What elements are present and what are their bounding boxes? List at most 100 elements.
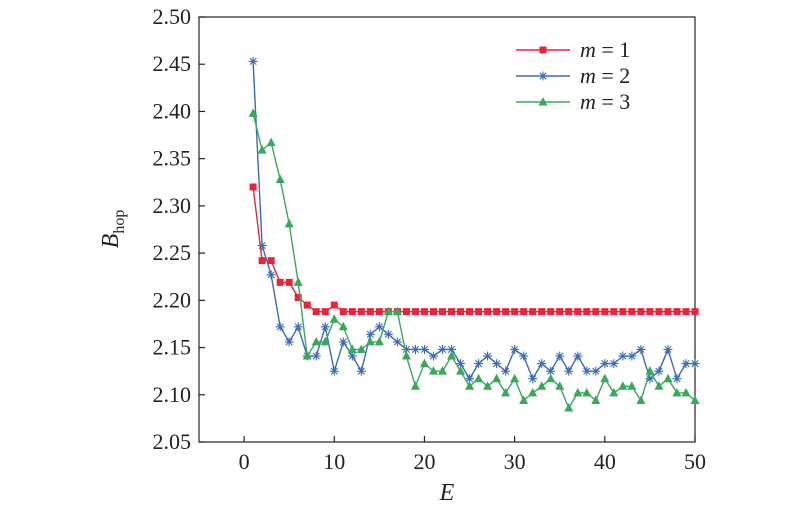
legend-label-var: m (580, 37, 596, 62)
data-point (465, 381, 475, 390)
legend-label-rest: = 3 (596, 89, 630, 114)
data-point (348, 308, 356, 316)
data-point (619, 308, 627, 316)
y-tick-label: 2.10 (153, 382, 192, 407)
data-point (320, 336, 330, 346)
y-axis-title-subscript: hop (111, 210, 128, 234)
data-point (510, 373, 520, 383)
data-point (565, 308, 573, 316)
data-point (465, 374, 475, 384)
data-point (365, 336, 375, 346)
data-point (456, 366, 466, 375)
data-point (357, 308, 365, 316)
data-point (672, 374, 682, 384)
data-point (374, 336, 384, 346)
x-tick-label: 30 (504, 449, 526, 474)
data-point (321, 308, 329, 316)
plot-frame (198, 16, 696, 443)
data-point (429, 308, 437, 316)
data-point (574, 308, 582, 316)
data-point (537, 359, 547, 369)
data-point (330, 301, 338, 309)
data-point (592, 308, 600, 316)
data-point (546, 366, 556, 376)
data-point (610, 308, 618, 316)
data-point (303, 301, 311, 309)
data-point (645, 374, 655, 384)
data-point (311, 351, 321, 361)
data-point (582, 366, 592, 376)
legend-label-var: m (580, 89, 596, 114)
data-point (447, 351, 457, 360)
data-point (284, 337, 294, 347)
data-point (320, 322, 330, 332)
legend: m = 1m = 2m = 3 (516, 37, 630, 114)
data-point (266, 137, 276, 147)
data-point (663, 344, 673, 354)
data-point (673, 308, 681, 316)
data-point (664, 308, 672, 316)
data-point (484, 308, 492, 316)
data-point (447, 344, 457, 354)
data-point (410, 344, 420, 354)
data-point (410, 381, 420, 390)
data-point (672, 387, 682, 397)
data-point (483, 351, 493, 361)
data-point (654, 366, 664, 376)
y-tick-label: 2.20 (153, 287, 192, 312)
data-point (457, 308, 465, 316)
x-tick-label: 20 (413, 449, 435, 474)
data-point (555, 381, 565, 390)
series-line (252, 113, 696, 410)
series (248, 56, 700, 412)
y-tick-label: 2.50 (153, 4, 192, 29)
data-point (375, 308, 383, 316)
data-point (466, 308, 474, 316)
data-point (428, 366, 438, 375)
data-point (600, 373, 610, 383)
series-line (252, 186, 695, 313)
data-point (437, 344, 447, 354)
y-tick-label: 2.40 (153, 98, 192, 123)
data-point (294, 294, 302, 301)
data-point (636, 344, 646, 354)
legend-label-rest: = 2 (596, 63, 630, 88)
data-point (285, 278, 293, 286)
data-point (338, 337, 348, 347)
data-point (537, 381, 547, 390)
data-point (475, 308, 483, 316)
data-point (519, 395, 529, 404)
data-point (609, 359, 619, 369)
series-m1 (249, 183, 699, 316)
data-point (627, 381, 637, 390)
data-point (275, 174, 285, 183)
data-point (438, 308, 446, 316)
data-point (520, 308, 528, 316)
data-point (249, 183, 257, 191)
data-point (591, 366, 601, 376)
legend-item: m = 3 (516, 89, 630, 114)
series-m2 (248, 56, 700, 384)
data-point (257, 241, 267, 251)
data-point (474, 359, 484, 369)
data-point (419, 358, 429, 368)
data-point (646, 308, 654, 316)
legend-item: m = 2 (516, 63, 630, 88)
data-point (248, 56, 258, 66)
data-point (284, 218, 294, 228)
data-point (383, 306, 393, 316)
x-tick-label: 10 (323, 449, 345, 474)
data-point (546, 373, 556, 383)
x-tick-label: 40 (594, 449, 616, 474)
data-point (528, 374, 538, 384)
data-point (365, 329, 375, 339)
y-tick-label: 2.35 (153, 146, 192, 171)
data-point (402, 308, 410, 316)
data-point (420, 308, 428, 316)
data-point (347, 351, 357, 361)
data-point (312, 308, 320, 316)
y-axis-title-main: B (98, 233, 124, 248)
data-point (276, 278, 284, 286)
data-point (502, 308, 510, 316)
legend-label-var: m (580, 63, 596, 88)
